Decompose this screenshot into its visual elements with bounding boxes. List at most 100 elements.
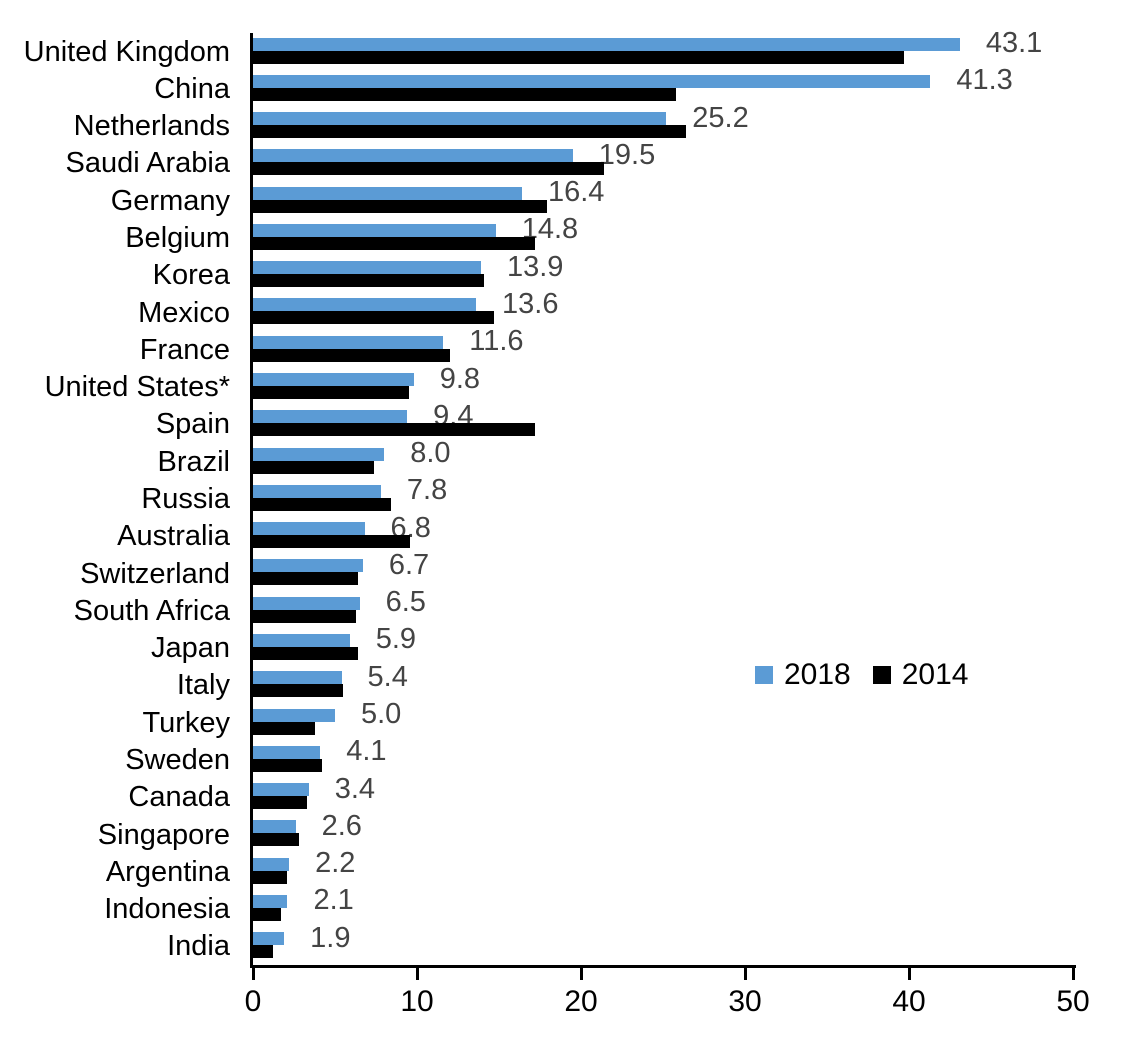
bar-2018: [253, 447, 385, 461]
bar-2014: [253, 907, 281, 921]
legend-label-2018: 2018: [784, 658, 851, 691]
data-label: 5.4: [367, 660, 408, 693]
category-label: India: [167, 930, 230, 963]
category-label: Korea: [152, 259, 230, 292]
data-label: 4.1: [346, 735, 387, 768]
bar-2018: [253, 373, 414, 387]
bar-2014: [253, 423, 536, 437]
x-axis-tick-label: 20: [564, 985, 598, 1018]
x-axis-tick: [416, 968, 419, 980]
data-label: 1.9: [310, 921, 351, 954]
legend-label-2014: 2014: [901, 658, 969, 691]
bar-2014: [253, 870, 288, 884]
legend-swatch-2018-icon: [755, 666, 773, 684]
bar-2014: [253, 199, 547, 213]
legend-item-2018: 2018: [755, 658, 851, 692]
bar-2014: [253, 497, 391, 511]
bar-2014: [253, 609, 357, 623]
data-label: 13.6: [502, 287, 559, 320]
bar-2018: [253, 559, 363, 573]
bar-2018: [253, 783, 309, 797]
bar-2018: [253, 112, 667, 126]
category-label: Russia: [141, 483, 230, 515]
x-axis-tick-label: 40: [892, 985, 926, 1018]
bar-2014: [253, 945, 273, 959]
x-axis-tick-label: 50: [1056, 985, 1090, 1018]
x-axis-tick-label: 10: [400, 985, 434, 1018]
bar-2014: [253, 796, 308, 810]
bar-2014: [253, 646, 358, 660]
data-label: 25.2: [692, 101, 749, 134]
bar-2014: [253, 348, 450, 362]
bar-2014: [253, 87, 677, 101]
bar-2018: [253, 186, 522, 200]
bar-2014: [253, 721, 316, 735]
data-label: 5.9: [375, 623, 417, 656]
category-label: Belgium: [125, 222, 230, 255]
y-axis-line: [250, 33, 253, 968]
category-label: China: [154, 72, 230, 105]
bar-2014: [253, 386, 409, 400]
category-label: France: [139, 333, 230, 366]
category-label: Germany: [110, 184, 230, 217]
data-label: 5.0: [361, 698, 402, 731]
bar-2014: [253, 50, 905, 64]
x-axis-tick: [1072, 968, 1075, 980]
bar-2018: [253, 223, 496, 237]
bar-2014: [253, 162, 604, 176]
category-label: Turkey: [142, 706, 230, 739]
bar-2018: [253, 820, 296, 834]
x-axis-tick-label: 30: [728, 985, 762, 1018]
bar-2018: [253, 410, 408, 424]
bar-2018: [253, 37, 960, 51]
bar-2014: [253, 758, 322, 772]
legend-item-2014: 2014: [872, 658, 969, 692]
x-axis-tick: [744, 968, 747, 980]
category-label: Brazil: [157, 445, 230, 478]
category-label: Switzerland: [80, 557, 230, 590]
category-label: Argentina: [105, 855, 230, 888]
bar-2014: [253, 236, 536, 250]
data-label: 13.9: [506, 250, 564, 283]
bar-2018: [253, 149, 573, 163]
x-axis-tick: [252, 968, 255, 980]
data-label: 8.0: [410, 437, 451, 470]
bar-2018: [253, 671, 342, 685]
data-label: 7.8: [406, 474, 448, 507]
category-label: Singapore: [97, 818, 230, 851]
legend-swatch-2014-icon: [872, 666, 891, 684]
data-label: 9.8: [439, 362, 481, 395]
bar-2018: [253, 633, 350, 647]
x-axis-tick-label: 0: [244, 985, 262, 1018]
data-label: 6.7: [388, 548, 430, 581]
bar-2014: [253, 684, 344, 698]
x-axis-tick: [908, 968, 911, 980]
bar-2018: [253, 745, 321, 759]
category-label: Australia: [117, 520, 230, 553]
category-label: Japan: [150, 632, 230, 665]
bar-2014: [253, 572, 358, 586]
data-label: 19.5: [598, 138, 656, 171]
bar-2014: [253, 460, 375, 474]
bar-2018: [253, 932, 285, 946]
category-label: Spain: [155, 408, 230, 441]
x-axis-line: [250, 965, 1076, 968]
category-label: United Kingdom: [23, 35, 230, 68]
bar-2018: [253, 596, 360, 610]
category-label: Indonesia: [104, 893, 230, 926]
category-label: Italy: [176, 669, 230, 702]
category-label: United States*: [44, 371, 230, 404]
bar-2018: [253, 857, 290, 871]
data-label: 41.3: [956, 64, 1013, 97]
category-label: Saudi Arabia: [65, 147, 230, 180]
data-label: 2.2: [315, 847, 356, 880]
bar-2018: [253, 522, 365, 536]
data-label: 2.6: [321, 809, 362, 842]
category-label: Mexico: [138, 296, 230, 329]
x-axis-tick: [580, 968, 583, 980]
bar-2014: [253, 535, 411, 549]
bar-2014: [253, 833, 299, 847]
category-label: Canada: [128, 781, 230, 814]
data-label: 16.4: [547, 176, 605, 209]
